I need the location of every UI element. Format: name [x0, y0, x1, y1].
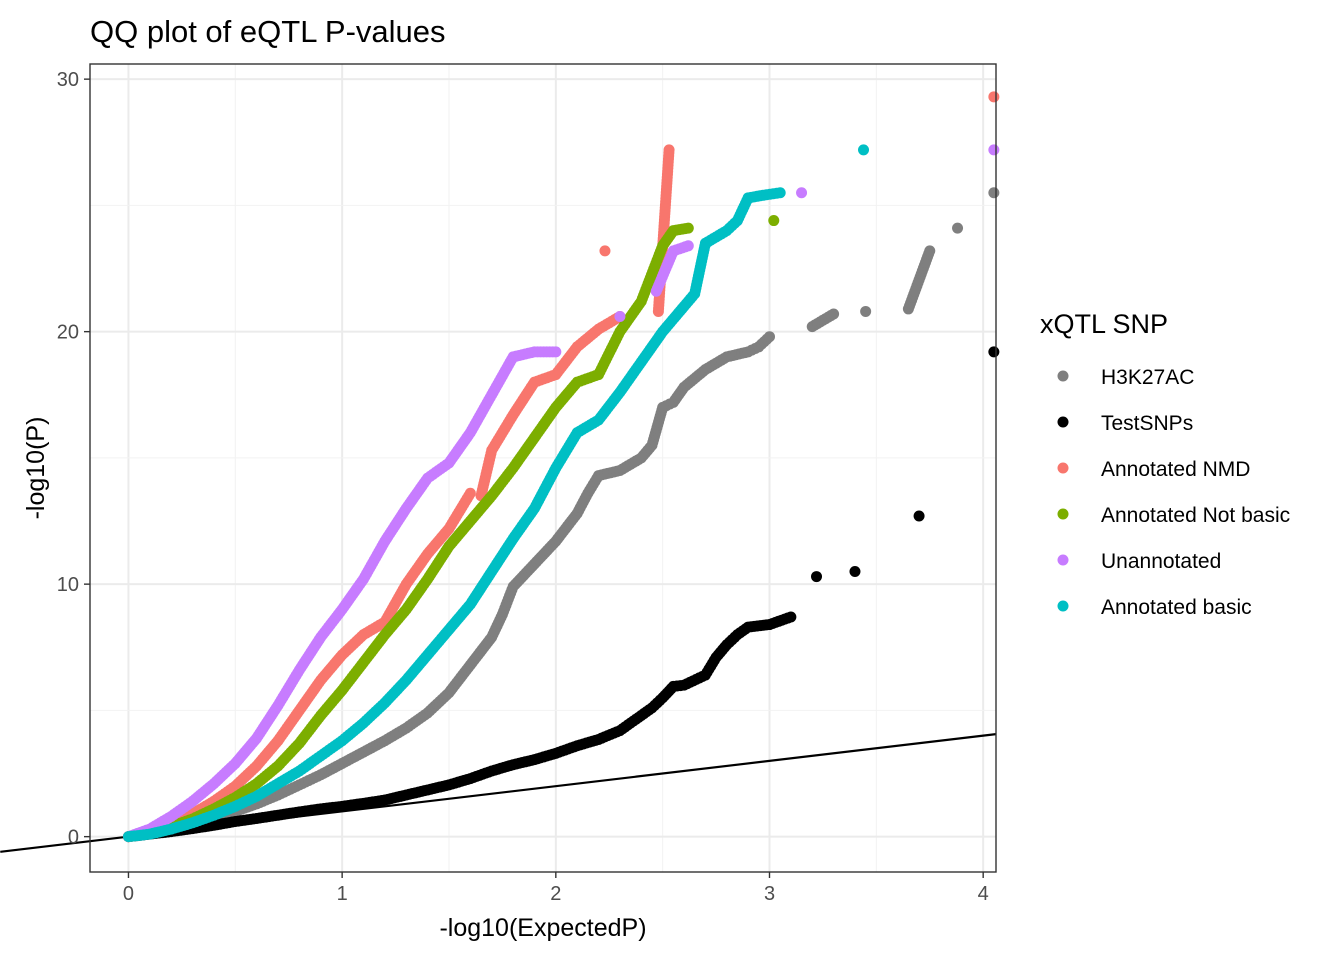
- legend: xQTL SNP H3K27AC TestSNPs Annotated NMD Ann…: [1040, 309, 1290, 619]
- legend-label: Annotated basic: [1101, 596, 1252, 619]
- data-point: [952, 222, 964, 234]
- legend-item: Unannotated: [1057, 550, 1221, 573]
- series-annotated-basic: [122, 144, 870, 843]
- x-axis-label: -log10(ExpectedP): [439, 914, 646, 942]
- data-point: [858, 144, 870, 156]
- y-tick-label: 0: [68, 827, 79, 849]
- data-point: [663, 144, 675, 156]
- legend-label: Annotated NMD: [1101, 458, 1250, 481]
- legend-title: xQTL SNP: [1040, 309, 1168, 339]
- data-point: [860, 305, 872, 317]
- data-point: [682, 222, 694, 234]
- data-point: [785, 611, 797, 623]
- chart-title: QQ plot of eQTL P-values: [90, 14, 446, 49]
- data-point: [988, 346, 1000, 358]
- x-tick-label: 0: [123, 883, 134, 905]
- legend-key: [1057, 554, 1069, 566]
- legend-item: H3K27AC: [1057, 366, 1194, 389]
- data-point: [774, 187, 786, 199]
- legend-item: TestSNPs: [1057, 412, 1193, 435]
- data-point: [811, 571, 823, 583]
- data-point: [988, 187, 1000, 199]
- legend-label: TestSNPs: [1101, 412, 1193, 435]
- x-axis-ticks: 0 1 2 3 4: [123, 872, 989, 905]
- data-point: [849, 566, 861, 578]
- x-tick-label: 4: [978, 883, 989, 905]
- y-axis-ticks: 0 10 20 30: [57, 69, 90, 849]
- data-point: [988, 144, 1000, 156]
- data-point: [764, 331, 775, 343]
- legend-label: H3K27AC: [1101, 366, 1194, 389]
- data-point: [464, 487, 476, 499]
- data-point: [796, 187, 808, 199]
- x-tick-label: 1: [337, 883, 348, 905]
- series-unannotated: [122, 144, 1000, 843]
- legend-item: Annotated basic: [1057, 596, 1252, 619]
- data-points: [122, 91, 1000, 843]
- y-tick-label: 10: [57, 574, 79, 596]
- legend-label: Annotated Not basic: [1101, 504, 1290, 527]
- data-point: [682, 240, 694, 252]
- legend-item: Annotated Not basic: [1057, 504, 1290, 527]
- y-tick-label: 20: [57, 322, 79, 344]
- legend-key: [1057, 462, 1069, 474]
- y-tick-label: 30: [57, 69, 79, 91]
- x-tick-label: 2: [550, 883, 561, 905]
- legend-key: [1057, 508, 1069, 520]
- y-axis-label: -log10(P): [22, 417, 50, 520]
- legend-label: Unannotated: [1101, 550, 1221, 573]
- legend-key: [1057, 600, 1069, 612]
- series-annotated-nmd: [122, 91, 1000, 843]
- data-point: [828, 308, 840, 320]
- data-point: [614, 311, 626, 322]
- data-point: [988, 91, 1000, 103]
- x-tick-label: 3: [764, 883, 775, 905]
- data-point: [768, 215, 780, 227]
- legend-key: [1057, 370, 1069, 382]
- legend-item: Annotated NMD: [1057, 458, 1250, 481]
- plot-panel-border: [89, 63, 997, 873]
- data-point: [924, 245, 936, 257]
- data-point: [550, 346, 562, 358]
- legend-key: [1057, 416, 1069, 428]
- data-point: [599, 245, 611, 257]
- data-point: [913, 510, 925, 522]
